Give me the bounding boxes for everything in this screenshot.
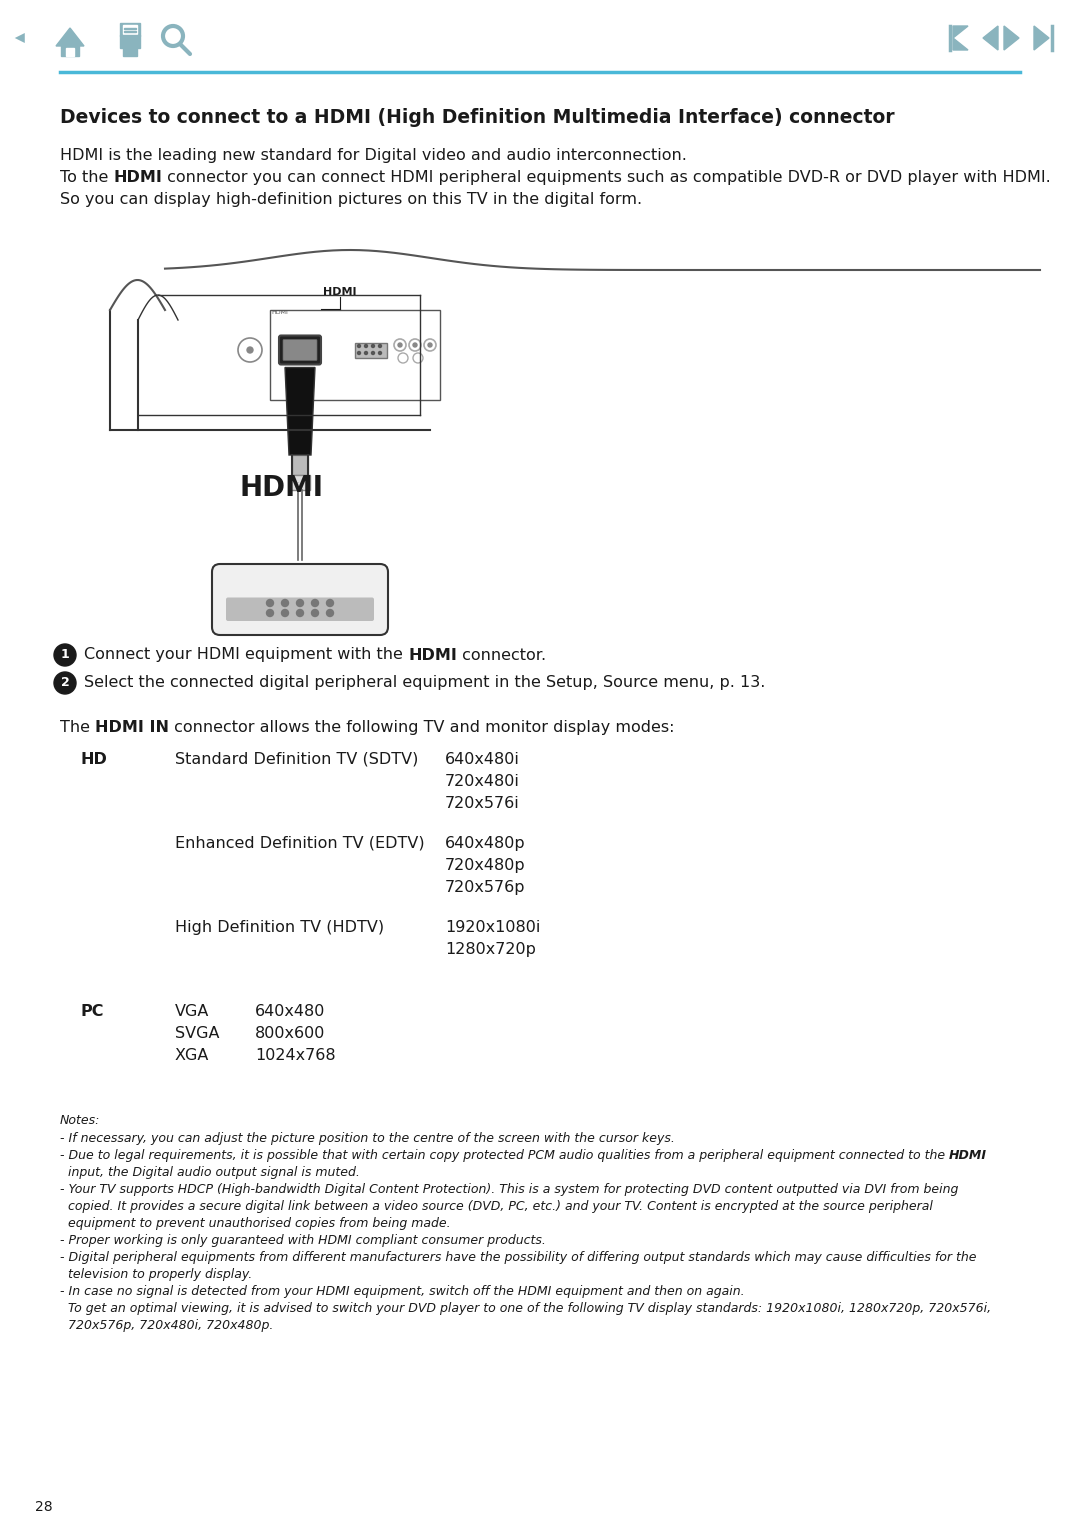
Bar	[60, 44, 79, 57]
Text: VGA: VGA	[175, 1004, 210, 1019]
Text: Devices to connect to a HDMI (High Definition Multimedia Interface) connector: Devices to connect to a HDMI (High Defin…	[60, 108, 894, 127]
Circle shape	[372, 351, 375, 354]
Circle shape	[357, 351, 361, 354]
Text: connector allows the following TV and monitor display modes:: connector allows the following TV and mo…	[170, 720, 675, 735]
Polygon shape	[1034, 26, 1049, 50]
Text: HDMI is the leading new standard for Digital video and audio interconnection.: HDMI is the leading new standard for Dig…	[60, 148, 687, 163]
Bar	[123, 47, 137, 57]
Text: High Definition TV (HDTV): High Definition TV (HDTV)	[175, 920, 384, 935]
Text: connector.: connector.	[457, 648, 546, 663]
Text: 720x576p: 720x576p	[445, 880, 526, 895]
Circle shape	[267, 610, 273, 616]
Text: HD: HD	[80, 752, 107, 767]
Text: 720x576p, 720x480i, 720x480p.: 720x576p, 720x480i, 720x480p.	[60, 1319, 273, 1332]
Bar	[355, 342, 387, 358]
Text: HDMI: HDMI	[240, 474, 324, 503]
Text: Enhanced Definition TV (EDTV): Enhanced Definition TV (EDTV)	[175, 836, 424, 851]
FancyBboxPatch shape	[279, 336, 321, 365]
Text: - In case no signal is detected from your HDMI equipment, switch off the HDMI eq: - In case no signal is detected from you…	[60, 1285, 744, 1297]
Text: 720x480i: 720x480i	[445, 775, 519, 788]
Bar	[120, 23, 140, 37]
Text: connector you can connect HDMI peripheral equipments such as compatible DVD-R or: connector you can connect HDMI periphera…	[162, 170, 1051, 185]
Circle shape	[311, 610, 319, 616]
Text: HDMI IN: HDMI IN	[95, 720, 170, 735]
Text: SVGA: SVGA	[175, 1025, 219, 1041]
Polygon shape	[1004, 26, 1020, 50]
Text: - If necessary, you can adjust the picture position to the centre of the screen : - If necessary, you can adjust the pictu…	[60, 1132, 675, 1144]
FancyBboxPatch shape	[283, 339, 318, 361]
Circle shape	[399, 342, 402, 347]
Text: - Proper working is only guaranteed with HDMI compliant consumer products.: - Proper working is only guaranteed with…	[60, 1235, 545, 1247]
Text: To the: To the	[60, 170, 113, 185]
Polygon shape	[953, 38, 968, 50]
Circle shape	[297, 610, 303, 616]
FancyBboxPatch shape	[226, 597, 374, 620]
Text: 720x576i: 720x576i	[445, 796, 519, 811]
Text: 28: 28	[35, 1500, 53, 1514]
Circle shape	[54, 643, 76, 666]
Bar	[270, 310, 440, 400]
Text: 2: 2	[60, 677, 69, 689]
Polygon shape	[285, 368, 315, 455]
Circle shape	[357, 344, 361, 347]
Bar	[120, 35, 140, 47]
Circle shape	[267, 599, 273, 607]
Text: - Due to legal requirements, it is possible that with certain copy protected PCM: - Due to legal requirements, it is possi…	[60, 1149, 949, 1161]
Text: - Digital peripheral equipments from different manufacturers have the possibilit: - Digital peripheral equipments from dif…	[60, 1251, 976, 1264]
Text: XGA: XGA	[175, 1048, 210, 1063]
Circle shape	[311, 599, 319, 607]
Polygon shape	[953, 26, 968, 38]
Circle shape	[372, 344, 375, 347]
Text: Connect your HDMI equipment with the: Connect your HDMI equipment with the	[84, 648, 408, 663]
Text: 640x480p: 640x480p	[445, 836, 526, 851]
Circle shape	[378, 351, 381, 354]
Text: 640x480: 640x480	[255, 1004, 325, 1019]
Circle shape	[282, 599, 288, 607]
Text: 800x600: 800x600	[255, 1025, 325, 1041]
Bar	[123, 24, 137, 34]
Text: 1920x1080i: 1920x1080i	[445, 920, 540, 935]
Text: To get an optimal viewing, it is advised to switch your DVD player to one of the: To get an optimal viewing, it is advised…	[60, 1302, 991, 1316]
Text: HDMI: HDMI	[271, 310, 288, 315]
Text: PC: PC	[80, 1004, 104, 1019]
Text: 1: 1	[60, 648, 69, 662]
Circle shape	[54, 672, 76, 694]
Text: HDMI: HDMI	[408, 648, 457, 663]
Text: copied. It provides a secure digital link between a video source (DVD, PC, etc.): copied. It provides a secure digital lin…	[60, 1199, 933, 1213]
Circle shape	[365, 344, 367, 347]
Polygon shape	[983, 26, 998, 50]
Circle shape	[297, 599, 303, 607]
Text: - Your TV supports HDCP (High-bandwidth Digital Content Protection). This is a s: - Your TV supports HDCP (High-bandwidth …	[60, 1183, 958, 1196]
Text: HDMI: HDMI	[949, 1149, 987, 1161]
Text: 640x480i: 640x480i	[445, 752, 519, 767]
Text: 720x480p: 720x480p	[445, 859, 526, 872]
Circle shape	[413, 342, 417, 347]
Polygon shape	[56, 28, 84, 46]
Circle shape	[365, 351, 367, 354]
Text: input, the Digital audio output signal is muted.: input, the Digital audio output signal i…	[60, 1166, 360, 1180]
Circle shape	[282, 610, 288, 616]
Bar	[291, 475, 310, 490]
Text: equipment to prevent unauthorised copies from being made.: equipment to prevent unauthorised copies…	[60, 1216, 450, 1230]
Text: So you can display high-definition pictures on this TV in the digital form.: So you can display high-definition pictu…	[60, 193, 643, 206]
Text: Notes:: Notes:	[60, 1114, 100, 1128]
Text: HDMI: HDMI	[113, 170, 162, 185]
Text: Select the connected digital peripheral equipment in the Setup, Source menu, p. : Select the connected digital peripheral …	[84, 675, 766, 691]
Text: - -: - -	[297, 480, 302, 484]
FancyBboxPatch shape	[212, 564, 388, 636]
Circle shape	[428, 342, 432, 347]
Text: 1280x720p: 1280x720p	[445, 941, 536, 957]
Circle shape	[326, 610, 334, 616]
Circle shape	[378, 344, 381, 347]
Text: 1024x768: 1024x768	[255, 1048, 336, 1063]
Text: The: The	[60, 720, 95, 735]
Circle shape	[247, 347, 253, 353]
Text: Standard Definition TV (SDTV): Standard Definition TV (SDTV)	[175, 752, 418, 767]
Bar	[66, 47, 75, 57]
Text: television to properly display.: television to properly display.	[60, 1268, 253, 1280]
Text: HDMI: HDMI	[323, 287, 356, 296]
Circle shape	[326, 599, 334, 607]
